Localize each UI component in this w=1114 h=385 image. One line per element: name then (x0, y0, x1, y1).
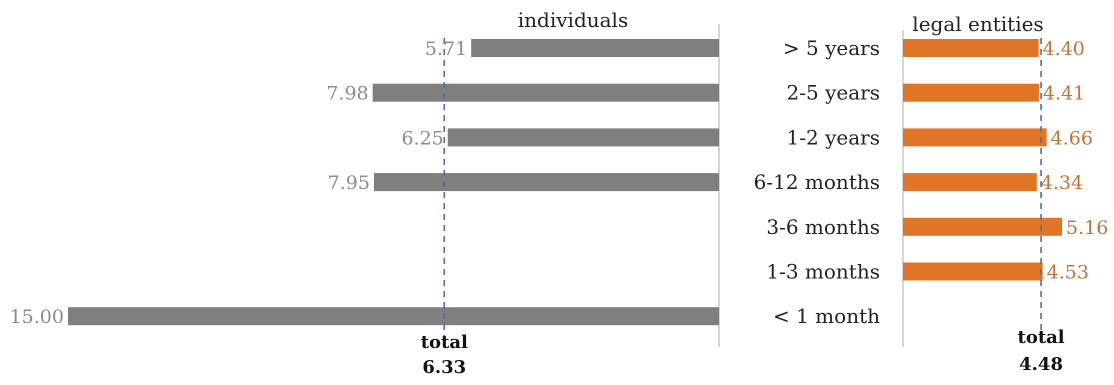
category-label: 3-6 months (766, 215, 880, 239)
category-label: 6-12 months (754, 170, 880, 194)
individuals-value-label: 15.00 (10, 306, 64, 328)
legal-entities-bar (903, 173, 1037, 192)
category-label: < 1 month (773, 304, 880, 328)
individuals-bar (471, 39, 719, 57)
category-label: 2-5 years (787, 81, 880, 105)
category-label: 1-2 years (787, 125, 880, 149)
legal-entities-bars (903, 39, 1063, 281)
individuals-total-value: 6.33 (422, 357, 466, 378)
category-label: > 5 years (783, 36, 880, 60)
legal-entities-bar (903, 128, 1047, 147)
individuals-value-labels: 5.71 7.98 6.25 7.95 15.00 (10, 38, 468, 328)
legal-entities-value-labels: 4.40 4.41 4.66 4.34 5.16 4.53 (1041, 38, 1109, 284)
legal-entities-bar (903, 39, 1039, 57)
category-labels: > 5 years 2-5 years 1-2 years 6-12 months 3-… (754, 36, 880, 328)
category-label: 1-3 months (766, 260, 880, 284)
legal-entities-total-label: total (1018, 327, 1065, 348)
individuals-bar (447, 128, 719, 147)
legal-entities-value-label: 4.53 (1047, 262, 1089, 284)
individuals-bar (373, 173, 719, 192)
legal-entities-value-label: 4.66 (1051, 127, 1093, 149)
legal-entities-value-label: 4.40 (1043, 38, 1085, 60)
legal-entities-bar (903, 217, 1063, 236)
legal-entities-bar (903, 262, 1043, 281)
individuals-total-label: total (421, 332, 468, 353)
individuals-value-label: 6.25 (401, 127, 443, 149)
individuals-value-label: 7.95 (328, 172, 370, 194)
individuals-panel-title: individuals (518, 8, 628, 32)
individuals-bar (372, 83, 719, 102)
legal-entities-total-value: 4.48 (1019, 354, 1063, 375)
legal-entities-panel-title: legal entities (912, 12, 1043, 36)
individuals-value-label: 7.98 (326, 83, 368, 105)
individuals-bars (68, 39, 719, 326)
legal-entities-value-label: 4.41 (1043, 83, 1085, 105)
legal-entities-value-label: 4.34 (1041, 172, 1083, 194)
individuals-value-label: 5.71 (425, 38, 467, 60)
legal-entities-bar (903, 83, 1039, 102)
legal-entities-value-label: 5.16 (1066, 217, 1108, 239)
individuals-bar (68, 307, 719, 326)
